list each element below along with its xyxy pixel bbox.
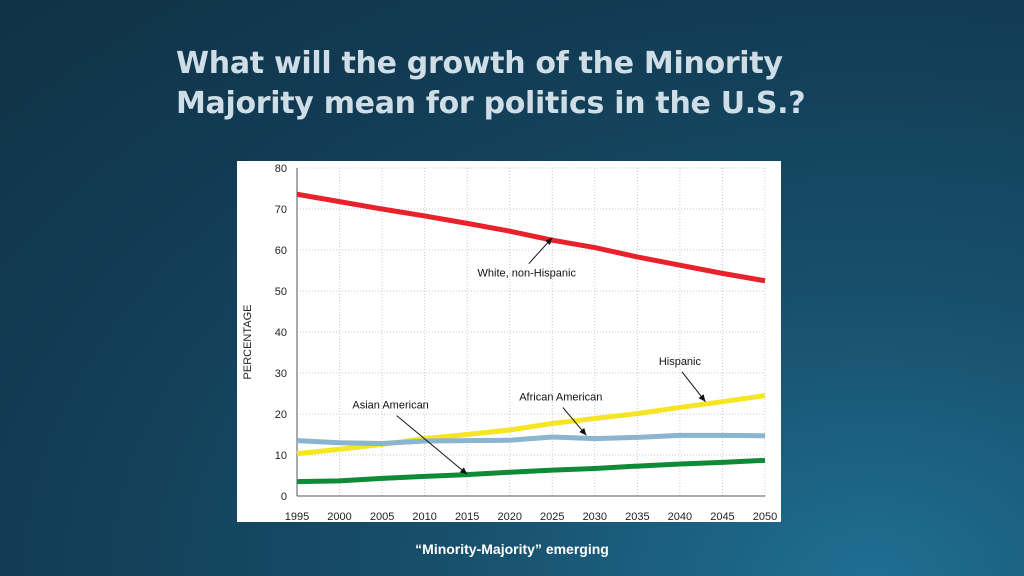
y-tick-label: 10 xyxy=(275,450,287,462)
x-tick-label: 2015 xyxy=(455,511,479,522)
x-tick-label: 2010 xyxy=(412,511,436,522)
series-line-0 xyxy=(296,191,766,284)
x-tick-label: 2005 xyxy=(370,511,394,522)
annotation-arrow-line xyxy=(396,415,468,475)
slide-title-line-2: Majority mean for politics in the U.S.? xyxy=(176,86,806,121)
x-tick-label: 2040 xyxy=(668,511,692,522)
x-tick-label: 2035 xyxy=(625,511,649,522)
annotation-arrowhead xyxy=(698,394,706,402)
x-tick-label: 2030 xyxy=(583,511,607,522)
series-line-2 xyxy=(296,432,766,447)
annotation-label: African American xyxy=(519,391,602,403)
x-tick-label: 2025 xyxy=(540,511,564,522)
x-tick-label: 2045 xyxy=(710,511,734,522)
y-axis-label: PERCENTAGE xyxy=(242,305,254,380)
y-tick-label: 60 xyxy=(275,245,287,257)
y-tick-label: 80 xyxy=(275,163,287,175)
y-tick-label: 40 xyxy=(275,327,287,339)
y-tick-label: 20 xyxy=(275,409,287,421)
slide-caption: “Minority-Majority” emerging xyxy=(415,541,609,557)
series-line-3 xyxy=(296,457,766,485)
annotation-label: Asian American xyxy=(352,400,428,412)
x-tick-label: 2000 xyxy=(327,511,351,522)
annotation-arrowhead xyxy=(459,467,468,475)
population-chart: 0 10 20 30 40 50 60 70 80 1995 2000 2005 2010 2015 202… xyxy=(237,161,781,522)
y-tick-label: 70 xyxy=(275,204,287,216)
slide-title-line-1: What will the growth of the Minority xyxy=(176,46,783,81)
x-tick-label: 1995 xyxy=(285,511,309,522)
slide-title: What will the growth of the Minority Maj… xyxy=(176,44,876,124)
annotation-label: White, non-Hispanic xyxy=(478,268,577,280)
annotation-arrowhead xyxy=(545,237,553,246)
y-tick-label: 50 xyxy=(275,286,287,298)
annotation-label: Hispanic xyxy=(659,356,702,368)
x-tick-label: 2050 xyxy=(753,511,777,522)
y-tick-label: 30 xyxy=(275,368,287,380)
y-tick-label: 0 xyxy=(281,491,287,503)
x-tick-label: 2020 xyxy=(497,511,521,522)
annotation-arrowhead xyxy=(579,427,587,436)
